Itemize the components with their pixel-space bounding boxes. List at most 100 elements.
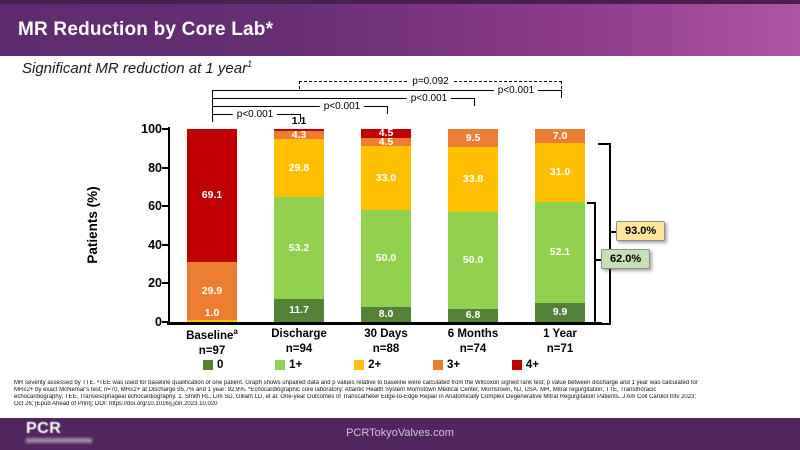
pcr-logo-tagline [26, 438, 92, 443]
x-label-n: n=71 [546, 342, 574, 355]
x-label-category: 30 Days [336, 327, 436, 342]
y-tick-mark [162, 282, 169, 285]
footnote-line: MR severity assessed by TTE. ᵃTEE was us… [14, 380, 698, 386]
y-tick-label: 100 [141, 122, 162, 136]
bar-segment-1+: 53.2 [274, 196, 324, 300]
bracket-62-tick [594, 259, 601, 261]
p-value-label: p<0.001 [406, 92, 452, 104]
bar-baseline: 69.1 29.9 1.0 [187, 129, 237, 322]
bar-segment-0: 11.7 [274, 299, 324, 322]
legend-item-3+: 3+ [432, 359, 460, 371]
legend-swatch-1+ [275, 360, 286, 370]
bracket-93-tick [609, 231, 616, 233]
legend-label: 1+ [289, 359, 303, 371]
x-label-text: 6 Months [447, 328, 499, 340]
y-axis-title: Patients (%) [85, 186, 100, 264]
callout-93: 93.0% [616, 221, 666, 241]
y-axis-line [168, 127, 170, 324]
x-label-category: 1 Year [510, 327, 610, 342]
x-label-text: 30 Days [364, 328, 408, 340]
bar-segment-3+: 4.5 [361, 137, 411, 147]
bar-segment-2+: 33.0 [361, 146, 411, 211]
bar-segment-4+: 1.1 [274, 116, 324, 131]
y-tick-mark [162, 128, 169, 130]
x-label-baseline: Baselinea n=97 [162, 327, 262, 359]
bar-value-label: 4.3 [291, 128, 307, 141]
bar-segment-3+: 29.9 [187, 262, 237, 321]
bar-30-days: 4.5 4.5 33.0 50.0 8.0 [361, 127, 411, 322]
bracket-93-shape [598, 143, 611, 325]
bar-value-label: 50.0 [375, 252, 397, 265]
y-tick-mark [162, 321, 169, 323]
bar-value-label: 4.5 [378, 127, 394, 140]
legend-item-2+: 2+ [354, 359, 381, 371]
bar-segment-2+ [187, 320, 237, 322]
x-label-n: n=74 [459, 342, 487, 355]
legend-swatch-4+ [511, 360, 522, 370]
y-tick-mark [162, 205, 169, 208]
bar-value-label: 33.0 [375, 171, 397, 184]
bar-value-label: 31.0 [549, 166, 571, 179]
x-label-category: 6 Months [423, 327, 523, 342]
bar-segment-4+: 4.5 [361, 127, 411, 140]
p-bracket: p<0.001 [212, 100, 388, 114]
bar-segment-1+: 50.0 [448, 212, 498, 309]
footnote-line: MR≤2+ by exact McNemar's test; n=70, MR≤… [14, 387, 657, 394]
bar-value-label: 11.7 [289, 304, 309, 317]
title-bar: MR Reduction by Core Lab* [0, 0, 800, 56]
x-label-n: n=88 [372, 342, 400, 355]
x-label-6-months: 6 Months n=74 [423, 327, 523, 357]
footnote-line: Oct 26; [Epub Ahead of Print]; DOI: http… [14, 401, 218, 408]
legend-label: 0 [217, 359, 224, 371]
slide-title: MR Reduction by Core Lab* [18, 19, 274, 40]
subtitle-text: Significant MR reduction at 1 year [22, 60, 248, 77]
x-label-text: Baseline [186, 329, 234, 342]
y-tick-mark [162, 166, 169, 169]
bar-segment-0: 8.0 [361, 306, 411, 322]
footnote-line: echocardiography; TEE, Transesophageal e… [14, 394, 697, 401]
bar-value-label: 1.0 [204, 306, 220, 319]
bar-segment-2+: 29.8 [274, 139, 324, 197]
bar-segment-0: 9.9 [535, 302, 585, 322]
p-value-label: p<0.001 [232, 108, 278, 120]
y-tick-label: 60 [148, 199, 162, 214]
bar-discharge: 1.1 4.3 29.8 53.2 11.7 [274, 116, 324, 322]
bar-segment-2+: 31.0 [535, 142, 585, 203]
bracket-62-shape [587, 202, 596, 325]
x-label-category: Baselinea [162, 327, 262, 344]
bar-value-label: 1.1 [291, 114, 307, 127]
bar-segment-3+: 7.0 [535, 129, 585, 143]
x-label-sup: a [233, 327, 238, 336]
x-label-1-year: 1 Year n=71 [510, 327, 610, 357]
legend-item-0: 0 [203, 359, 223, 371]
legend: 0 1+ 2+ 3+ 4+ [203, 359, 539, 371]
bar-segment-2+: 33.8 [448, 147, 498, 213]
y-tick-mark [162, 243, 169, 246]
bar-value-label: 50.0 [462, 254, 484, 267]
bar-1-year: 7.0 31.0 52.1 9.9 [535, 129, 585, 322]
bar-value-label: 53.2 [288, 241, 310, 254]
bar-segment-1+: 50.0 [361, 210, 411, 307]
bar-value-label: 69.1 [201, 189, 223, 202]
legend-swatch-0 [203, 360, 213, 370]
legend-label: 2+ [368, 359, 382, 371]
bar-6-months: 9.5 33.8 50.0 6.8 [448, 128, 498, 322]
x-axis-line [167, 322, 602, 325]
bar-value-label: 52.1 [549, 246, 571, 259]
legend-item-1+: 1+ [275, 359, 302, 371]
footnote: MR severity assessed by TTE. ᵃTEE was us… [14, 380, 794, 408]
y-tick-label: 0 [155, 315, 162, 329]
bar-value-label: 33.8 [462, 173, 484, 186]
x-label-text: Discharge [271, 328, 327, 340]
bar-value-label: 6.8 [465, 309, 481, 322]
legend-label: 4+ [525, 359, 539, 371]
x-label-discharge: Discharge n=94 [249, 327, 349, 357]
x-label-text: 1 Year [543, 328, 577, 340]
bar-value-label: 29.8 [288, 161, 310, 174]
bar-value-label: 29.9 [201, 284, 223, 297]
bar-segment-4+: 69.1 [187, 129, 237, 263]
x-label-n: n=94 [285, 342, 313, 355]
p-value-label: p=0.092 [408, 75, 453, 87]
